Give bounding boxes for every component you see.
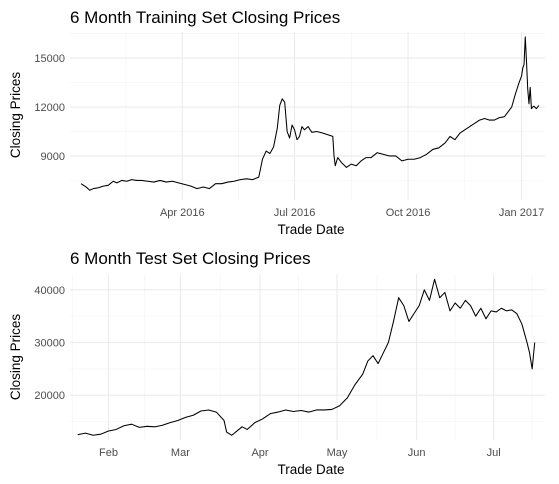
training-y-tick-label: 15000 [34, 53, 65, 65]
test-series-line [77, 278, 536, 436]
test-x-tick-label: Jul [487, 447, 501, 459]
training-series-line [80, 36, 540, 191]
test-y-tick-label: 30000 [34, 338, 65, 350]
training-y-tick-label: 9000 [41, 151, 65, 163]
training-chart-x-ticks: Apr 2016 Jul 2016 Oct 2016 Jan 2017 [160, 207, 544, 219]
test-chart-gridlines [70, 274, 545, 440]
training-chart-gridlines [70, 32, 545, 200]
training-chart-x-axis-title: Trade Date [277, 222, 344, 237]
test-chart-x-ticks: Feb Mar Apr May Jun Jul [99, 447, 501, 459]
training-x-tick-label: Oct 2016 [386, 207, 431, 219]
test-chart-x-axis-title: Trade Date [277, 462, 344, 477]
training-chart: 6 Month Training Set Closing Prices 9000… [8, 8, 545, 237]
test-x-tick-label: Mar [171, 447, 190, 459]
training-x-tick-label: Jan 2017 [499, 207, 544, 219]
test-chart-title: 6 Month Test Set Closing Prices [70, 249, 311, 268]
test-x-tick-label: Feb [99, 447, 118, 459]
test-x-tick-label: May [327, 447, 348, 459]
test-x-tick-label: Jun [408, 447, 426, 459]
test-y-tick-label: 40000 [34, 285, 65, 297]
test-chart-y-axis-title: Closing Prices [8, 314, 23, 401]
training-x-tick-label: Jul 2016 [274, 207, 316, 219]
test-chart-y-ticks: 20000 30000 40000 [34, 285, 65, 402]
test-y-tick-label: 20000 [34, 390, 65, 402]
training-x-tick-label: Apr 2016 [160, 207, 205, 219]
training-chart-y-ticks: 9000 12000 15000 [34, 53, 65, 163]
training-y-tick-label: 12000 [34, 102, 65, 114]
test-x-tick-label: Apr [251, 447, 268, 459]
test-chart: 6 Month Test Set Closing Prices 20000 300… [8, 249, 545, 477]
training-chart-title: 6 Month Training Set Closing Prices [70, 8, 340, 27]
training-chart-y-axis-title: Closing Prices [8, 72, 23, 159]
